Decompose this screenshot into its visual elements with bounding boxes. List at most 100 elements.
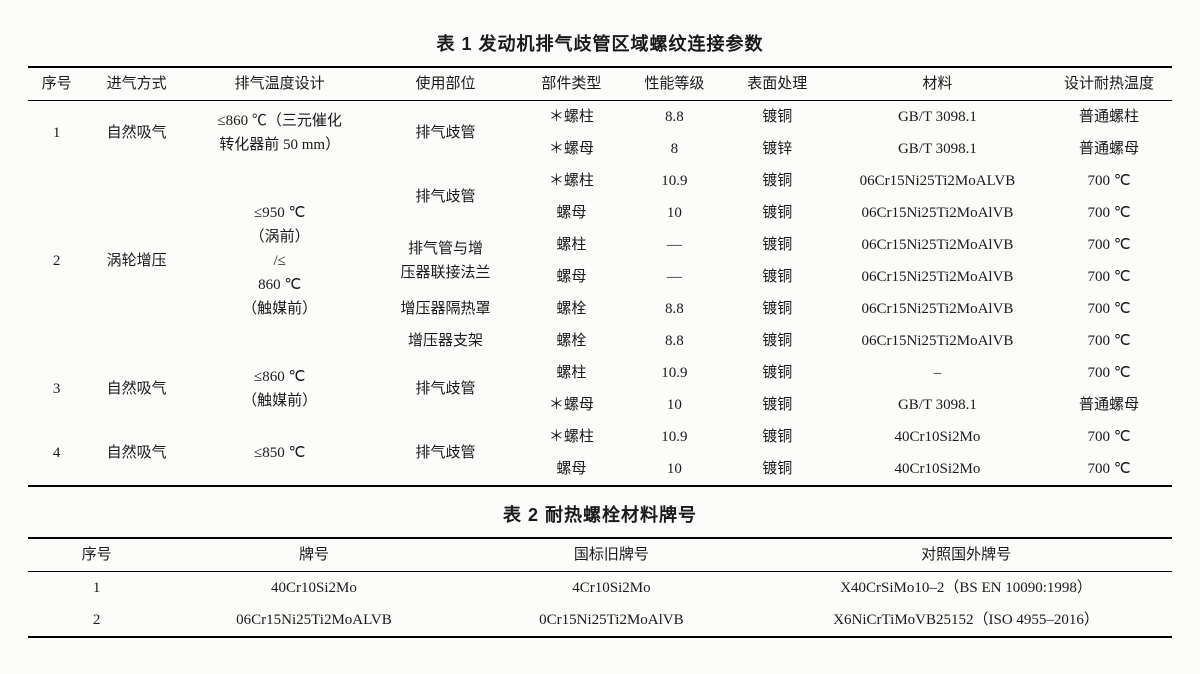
- material: 06Cr15Ni25Ti2MoAlVB: [829, 229, 1046, 261]
- material: 06Cr15Ni25Ti2MoAlVB: [829, 261, 1046, 293]
- table-row: 2涡轮增压≤950 ℃（涡前）/≤860 ℃（触媒前）排气歧管＊螺柱10.9镀铜…: [28, 165, 1172, 197]
- grade: —: [623, 261, 726, 293]
- temp-design: ≤860 ℃（触媒前）: [188, 357, 371, 421]
- part-type: 螺柱: [520, 229, 623, 261]
- table-row: 3自然吸气≤860 ℃（触媒前）排气歧管螺柱10.9镀铜–700 ℃: [28, 357, 1172, 389]
- part-type: ＊螺柱: [520, 101, 623, 134]
- surface: 镀铜: [726, 421, 829, 453]
- t1-header: 使用部位: [371, 67, 520, 101]
- t2-header: 序号: [28, 538, 165, 572]
- t1-header: 序号: [28, 67, 85, 101]
- seq: 3: [28, 357, 85, 421]
- part-type: 螺栓: [520, 325, 623, 357]
- grade: 10.9: [623, 421, 726, 453]
- surface: 镀铜: [726, 197, 829, 229]
- old-mark: 0Cr15Ni25Ti2MoAlVB: [463, 604, 760, 637]
- design-temp: 普通螺母: [1046, 133, 1172, 165]
- design-temp: 700 ℃: [1046, 325, 1172, 357]
- material: GB/T 3098.1: [829, 101, 1046, 134]
- grade: 10: [623, 197, 726, 229]
- t2-header: 对照国外牌号: [760, 538, 1172, 572]
- design-temp: 普通螺母: [1046, 389, 1172, 421]
- t1-header: 材料: [829, 67, 1046, 101]
- location: 排气歧管: [371, 165, 520, 229]
- mark: 06Cr15Ni25Ti2MoALVB: [165, 604, 462, 637]
- material: 06Cr15Ni25Ti2MoAlVB: [829, 293, 1046, 325]
- t1-header: 性能等级: [623, 67, 726, 101]
- part-type: 螺母: [520, 453, 623, 486]
- grade: 10: [623, 389, 726, 421]
- design-temp: 700 ℃: [1046, 421, 1172, 453]
- part-type: ＊螺柱: [520, 421, 623, 453]
- design-temp: 普通螺柱: [1046, 101, 1172, 134]
- t1-header: 进气方式: [85, 67, 188, 101]
- surface: 镀铜: [726, 229, 829, 261]
- surface: 镀铜: [726, 389, 829, 421]
- t2-header: 牌号: [165, 538, 462, 572]
- grade: 8.8: [623, 101, 726, 134]
- table-row: 4自然吸气≤850 ℃排气歧管＊螺柱10.9镀铜40Cr10Si2Mo700 ℃: [28, 421, 1172, 453]
- part-type: ＊螺母: [520, 133, 623, 165]
- surface: 镀铜: [726, 261, 829, 293]
- table-row: 206Cr15Ni25Ti2MoALVB0Cr15Ni25Ti2MoAlVBX6…: [28, 604, 1172, 637]
- material: 40Cr10Si2Mo: [829, 453, 1046, 486]
- table2: 序号牌号国标旧牌号对照国外牌号140Cr10Si2Mo4Cr10Si2MoX40…: [28, 537, 1172, 638]
- location: 排气歧管: [371, 101, 520, 166]
- seq: 4: [28, 421, 85, 486]
- table1: 序号进气方式排气温度设计使用部位部件类型性能等级表面处理材料设计耐热温度1自然吸…: [28, 66, 1172, 487]
- intake: 自然吸气: [85, 101, 188, 166]
- grade: —: [623, 229, 726, 261]
- surface: 镀锌: [726, 133, 829, 165]
- material: 40Cr10Si2Mo: [829, 421, 1046, 453]
- design-temp: 700 ℃: [1046, 165, 1172, 197]
- part-type: 螺栓: [520, 293, 623, 325]
- material: 06Cr15Ni25Ti2MoAlVB: [829, 197, 1046, 229]
- part-type: 螺母: [520, 197, 623, 229]
- design-temp: 700 ℃: [1046, 197, 1172, 229]
- t1-header: 部件类型: [520, 67, 623, 101]
- foreign-mark: X40CrSiMo10–2（BS EN 10090:1998）: [760, 572, 1172, 605]
- grade: 8.8: [623, 325, 726, 357]
- surface: 镀铜: [726, 357, 829, 389]
- old-mark: 4Cr10Si2Mo: [463, 572, 760, 605]
- table-row: 140Cr10Si2Mo4Cr10Si2MoX40CrSiMo10–2（BS E…: [28, 572, 1172, 605]
- material: 06Cr15Ni25Ti2MoALVB: [829, 165, 1046, 197]
- material: GB/T 3098.1: [829, 389, 1046, 421]
- table1-title: 表 1 发动机排气歧管区域螺纹连接参数: [28, 30, 1172, 56]
- part-type: 螺柱: [520, 357, 623, 389]
- seq: 1: [28, 101, 85, 166]
- seq: 1: [28, 572, 165, 605]
- grade: 8: [623, 133, 726, 165]
- t1-header: 排气温度设计: [188, 67, 371, 101]
- grade: 10.9: [623, 165, 726, 197]
- t1-header: 设计耐热温度: [1046, 67, 1172, 101]
- design-temp: 700 ℃: [1046, 261, 1172, 293]
- location: 增压器隔热罩: [371, 293, 520, 325]
- grade: 10.9: [623, 357, 726, 389]
- surface: 镀铜: [726, 453, 829, 486]
- mark: 40Cr10Si2Mo: [165, 572, 462, 605]
- design-temp: 700 ℃: [1046, 453, 1172, 486]
- temp-design: ≤850 ℃: [188, 421, 371, 486]
- seq: 2: [28, 604, 165, 637]
- surface: 镀铜: [726, 293, 829, 325]
- foreign-mark: X6NiCrTiMoVB25152（ISO 4955–2016）: [760, 604, 1172, 637]
- part-type: ＊螺母: [520, 389, 623, 421]
- material: GB/T 3098.1: [829, 133, 1046, 165]
- location: 排气管与增压器联接法兰: [371, 229, 520, 293]
- intake: 自然吸气: [85, 421, 188, 486]
- material: 06Cr15Ni25Ti2MoAlVB: [829, 325, 1046, 357]
- design-temp: 700 ℃: [1046, 229, 1172, 261]
- seq: 2: [28, 165, 85, 357]
- design-temp: 700 ℃: [1046, 357, 1172, 389]
- t1-header: 表面处理: [726, 67, 829, 101]
- table2-title: 表 2 耐热螺栓材料牌号: [28, 501, 1172, 527]
- temp-design: ≤860 ℃（三元催化转化器前 50 mm）: [188, 101, 371, 166]
- intake: 自然吸气: [85, 357, 188, 421]
- table-row: 1自然吸气≤860 ℃（三元催化转化器前 50 mm）排气歧管＊螺柱8.8镀铜G…: [28, 101, 1172, 134]
- design-temp: 700 ℃: [1046, 293, 1172, 325]
- surface: 镀铜: [726, 101, 829, 134]
- part-type: ＊螺柱: [520, 165, 623, 197]
- material: –: [829, 357, 1046, 389]
- intake: 涡轮增压: [85, 165, 188, 357]
